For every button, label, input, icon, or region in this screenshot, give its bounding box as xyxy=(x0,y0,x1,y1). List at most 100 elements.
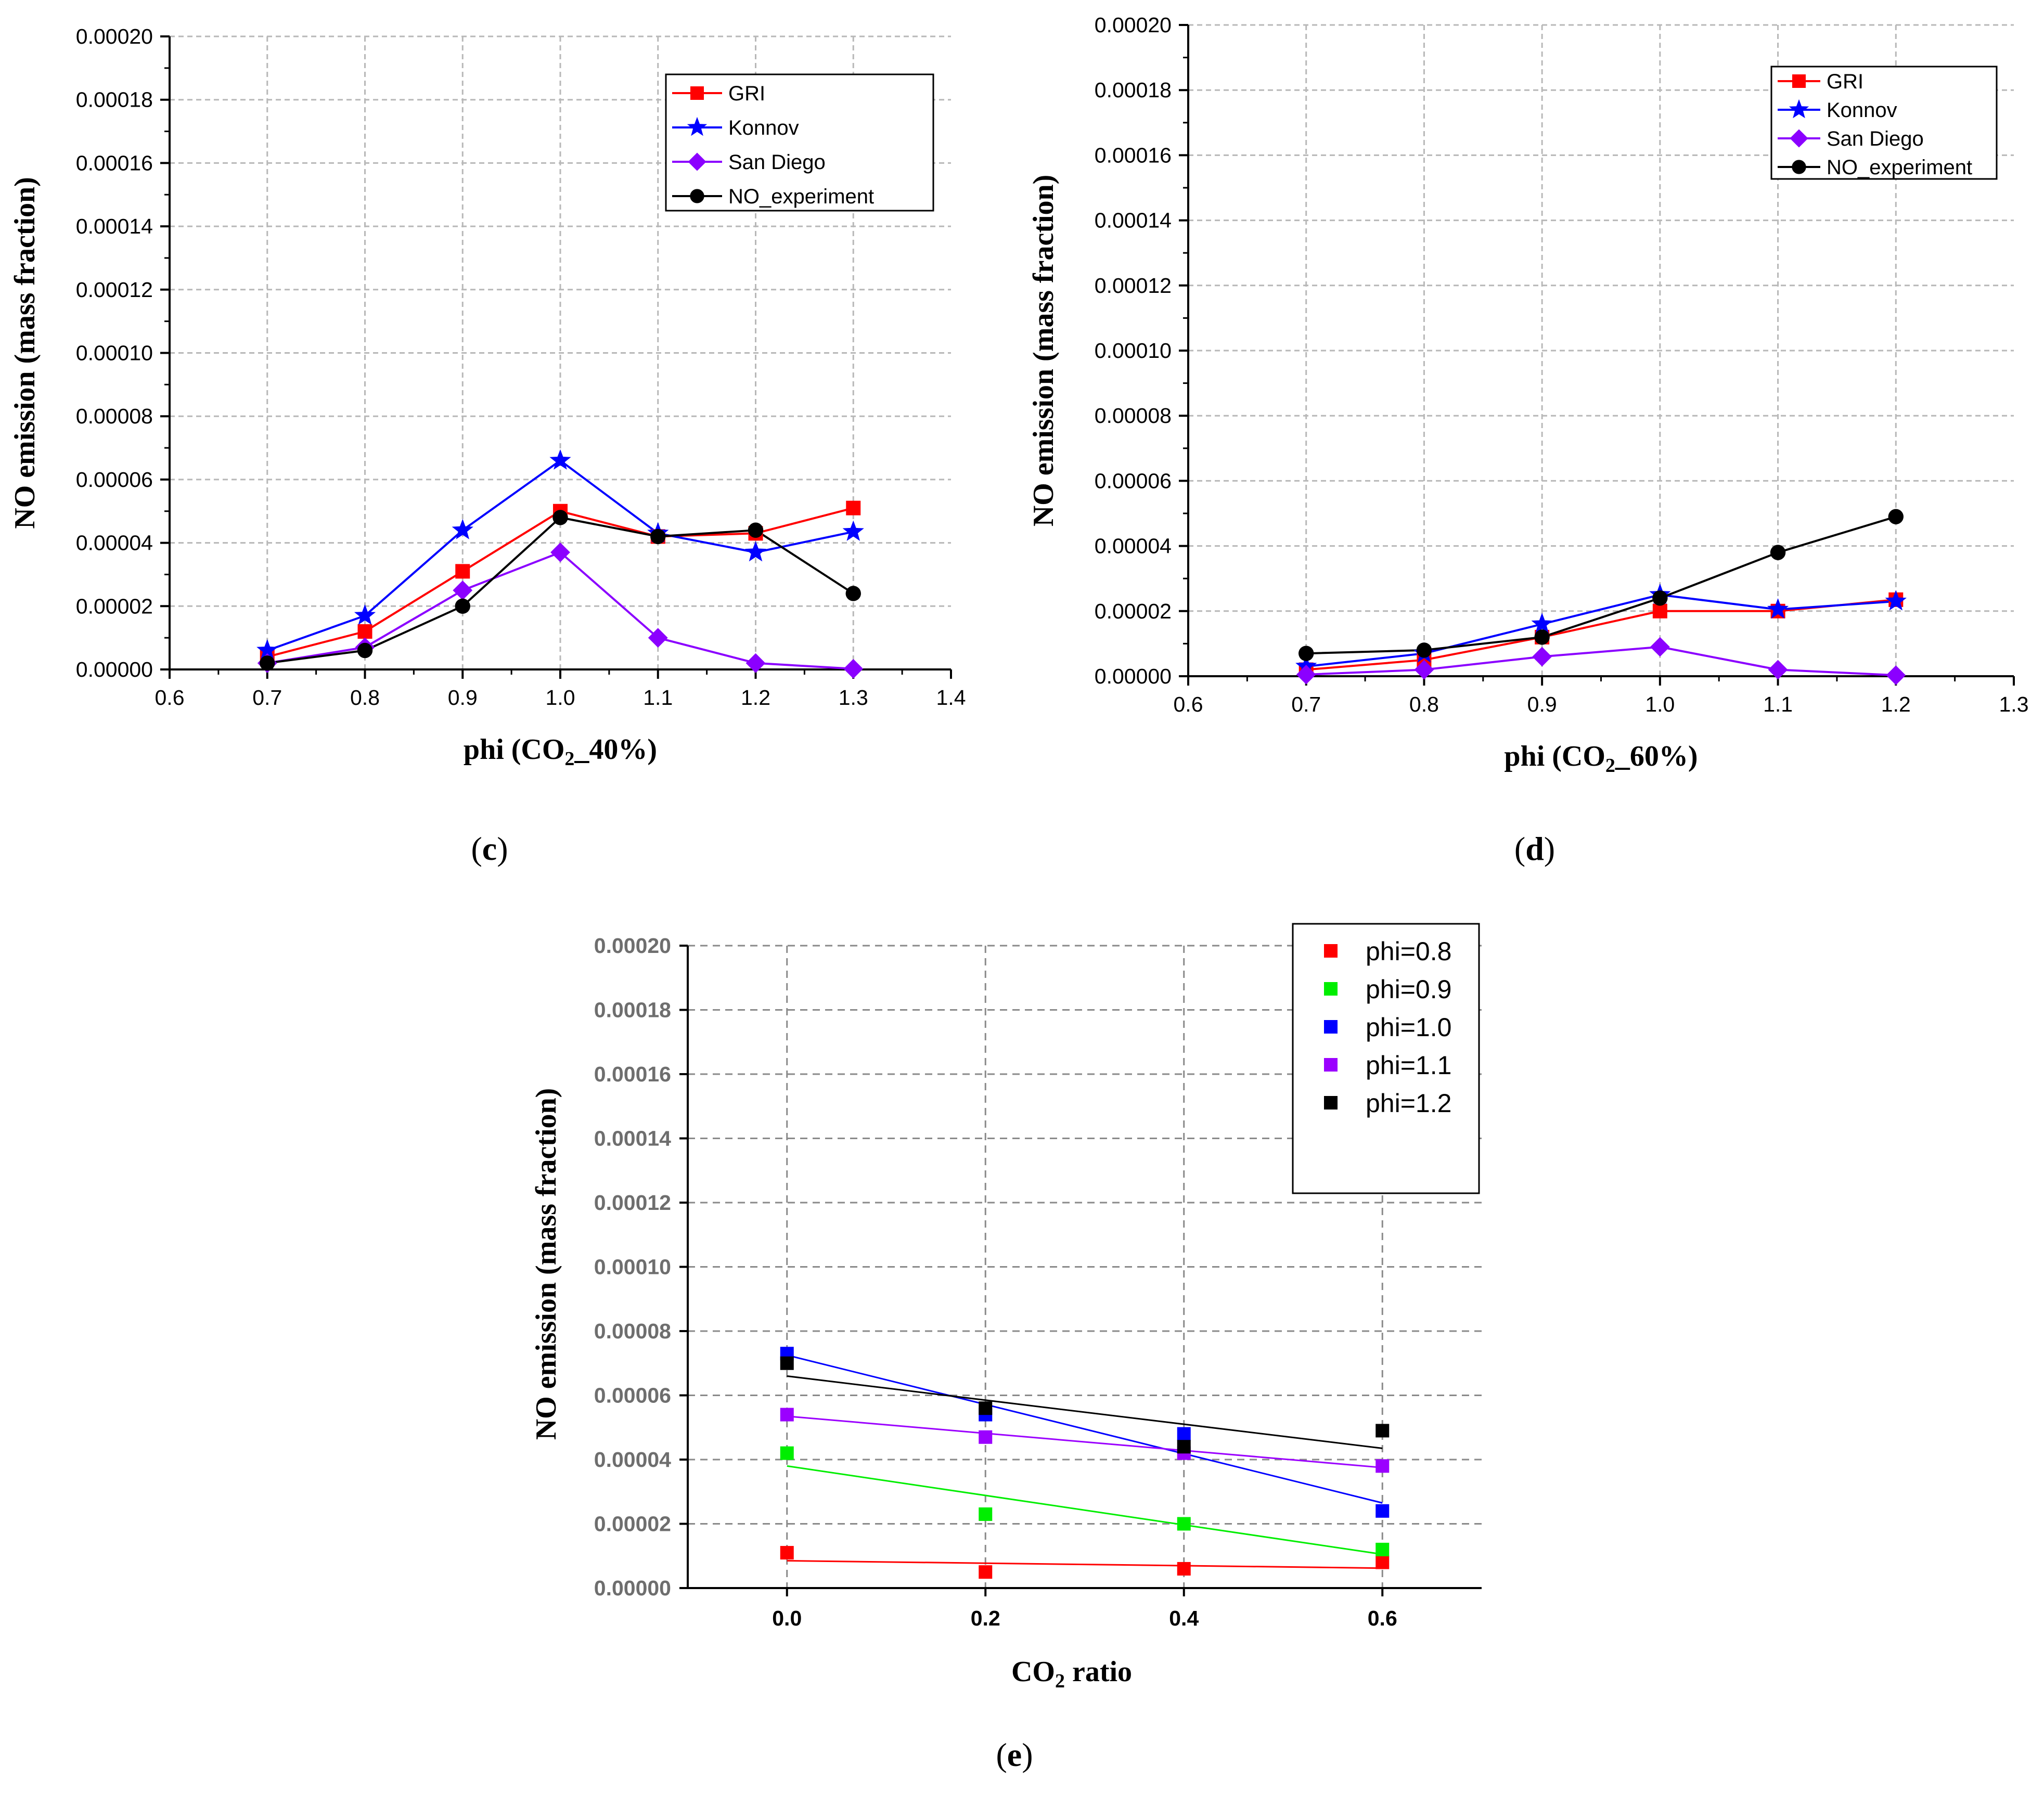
series-line-gri xyxy=(267,507,854,658)
y-tick-label: 0.00004 xyxy=(1095,534,1172,558)
x-axis-label-tail: ratio xyxy=(1065,1656,1132,1688)
y-tick-label: 0.00002 xyxy=(76,594,153,618)
y-tick-label: 0.00008 xyxy=(76,404,153,428)
y-tick-label: 0.00010 xyxy=(1095,339,1172,363)
panel-label-letter: c xyxy=(482,830,497,867)
data-point-gri xyxy=(1652,603,1667,618)
y-tick-label: 0.00010 xyxy=(76,341,153,365)
fit-line-phi-1-2 xyxy=(787,1375,1383,1449)
legend-entry-label: Konnov xyxy=(728,117,799,139)
x-tick-label: 1.3 xyxy=(1999,692,2029,716)
legend-marker xyxy=(687,117,708,136)
x-tick-label: 0.6 xyxy=(1174,692,1203,716)
y-tick-label: 0.00004 xyxy=(76,531,153,555)
y-tick-label: 0.00014 xyxy=(1095,209,1172,233)
data-point-no-experiment xyxy=(1652,590,1668,606)
data-point-no-experiment xyxy=(357,642,373,659)
panel-label-paren-open: ( xyxy=(471,830,482,867)
data-point-phi-1-1 xyxy=(780,1408,794,1422)
legend: GRI Konnov San Diego NO_experiment xyxy=(1770,66,1998,180)
legend-entry-label: Konnov xyxy=(1827,99,1897,122)
data-point-no-experiment xyxy=(552,510,568,525)
y-tick-label: 0.00012 xyxy=(1095,274,1172,298)
x-tick-label: 0.7 xyxy=(1291,692,1321,716)
y-tick-label: 0.00000 xyxy=(1095,664,1172,688)
panel-label-paren-open: ( xyxy=(1514,830,1525,867)
data-point-phi-0-9 xyxy=(979,1507,993,1521)
data-point-phi-1-2 xyxy=(1177,1440,1191,1454)
x-axis-label-tail: _60%) xyxy=(1615,740,1698,772)
data-point-phi-0-8 xyxy=(1375,1555,1390,1569)
data-point-no-experiment xyxy=(845,586,861,601)
data-point-phi-1-1 xyxy=(979,1430,993,1444)
data-point-san-diego xyxy=(843,659,864,679)
series-line-san-diego xyxy=(1306,646,1896,677)
data-point-phi-1-2 xyxy=(1375,1424,1390,1438)
data-point-phi-1-2 xyxy=(780,1356,794,1370)
data-point-phi-0-9 xyxy=(1177,1517,1191,1531)
data-point-konnov xyxy=(744,541,767,562)
data-point-phi-0-9 xyxy=(1375,1542,1390,1556)
legend-marker xyxy=(690,189,704,203)
data-point-gri xyxy=(357,624,372,639)
fit-line-phi-0-9 xyxy=(787,1465,1383,1555)
data-point-gri xyxy=(846,500,861,515)
legend-box xyxy=(665,73,934,212)
y-axis-label: NO emission (mass fraction) xyxy=(530,1088,562,1440)
x-tick-label: 0.0 xyxy=(772,1606,802,1630)
y-tick-label: 0.00020 xyxy=(76,24,153,48)
panel-label-paren-close: ) xyxy=(497,830,508,867)
panel-c-chart: 0.6 0.7 0.8 0.9 1.0 1.1 1.2 1.3 1.4 0.00000 0.0000… xyxy=(9,24,966,867)
data-point-phi-1-0 xyxy=(1177,1427,1191,1441)
data-point-konnov xyxy=(1885,590,1907,611)
y-tick-label: 0.00006 xyxy=(76,468,153,492)
panel-label-letter: e xyxy=(1007,1736,1022,1773)
panel-label: (c) xyxy=(471,830,508,867)
data-point-konnov xyxy=(549,449,571,470)
legend-entry-label: phi=1.1 xyxy=(1366,1051,1451,1080)
x-tick-label: 1.1 xyxy=(1763,692,1793,716)
panel-label: (d) xyxy=(1514,830,1555,867)
data-point-konnov xyxy=(1767,598,1789,619)
y-tick-label: 0.00014 xyxy=(594,1127,671,1151)
x-tick-label: 1.3 xyxy=(839,686,868,710)
data-point-konnov xyxy=(256,639,278,660)
x-tick-label: 1.4 xyxy=(936,686,966,710)
x-axis-label-main: phi (CO xyxy=(464,733,565,766)
data-point-san-diego xyxy=(1650,637,1670,657)
legend-marker xyxy=(1789,99,1809,119)
series-line-konnov xyxy=(1306,594,1896,668)
data-point-phi-0-8 xyxy=(979,1565,993,1579)
data-point-no-experiment xyxy=(260,655,275,671)
x-axis-label-subscript: 2 xyxy=(564,748,574,770)
data-point-no-experiment xyxy=(1416,642,1432,658)
legend-entry-label: GRI xyxy=(728,82,765,105)
x-axis-label: phi (CO2_40%) xyxy=(464,733,657,770)
y-tick-label: 0.00006 xyxy=(594,1384,671,1408)
y-tick-label: 0.00008 xyxy=(594,1319,671,1343)
x-tick-label: 0.7 xyxy=(252,686,282,710)
legend-marker xyxy=(1792,74,1806,88)
x-tick-label: 0.4 xyxy=(1169,1606,1199,1630)
x-tick-label: 0.6 xyxy=(1368,1606,1397,1630)
legend-marker xyxy=(1324,944,1338,958)
data-point-san-diego xyxy=(550,542,570,562)
legend-marker xyxy=(1324,1096,1338,1110)
y-tick-label: 0.00000 xyxy=(594,1576,671,1600)
y-tick-label: 0.00006 xyxy=(1095,469,1172,493)
panel-label-letter: d xyxy=(1525,830,1544,867)
data-point-konnov xyxy=(1531,613,1553,634)
x-tick-label: 0.8 xyxy=(350,686,380,710)
legend: GRI Konnov San Diego NO_experiment xyxy=(665,73,934,212)
panel-label-paren-close: ) xyxy=(1022,1736,1033,1773)
data-point-no-experiment xyxy=(650,528,666,545)
data-point-san-diego xyxy=(648,628,668,648)
legend-marker xyxy=(688,152,706,171)
x-tick-label: 0.6 xyxy=(155,686,185,710)
y-axis-label: NO emission (mass fraction) xyxy=(9,177,41,529)
y-tick-label: 0.00018 xyxy=(594,998,671,1022)
y-tick-label: 0.00004 xyxy=(594,1448,671,1472)
y-tick-label: 0.00008 xyxy=(1095,404,1172,428)
y-tick-label: 0.00012 xyxy=(594,1191,671,1215)
